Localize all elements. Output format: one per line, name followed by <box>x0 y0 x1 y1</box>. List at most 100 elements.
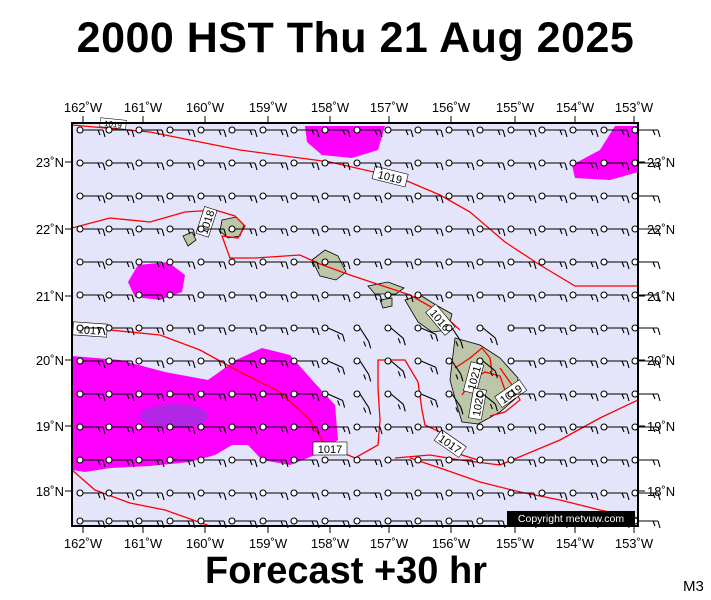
wind-barb <box>353 192 383 204</box>
wind-barb <box>76 192 106 204</box>
wind-barb <box>76 258 106 270</box>
wind-barb <box>476 390 498 412</box>
wind-barb <box>353 225 383 237</box>
wind-barb <box>353 126 383 138</box>
lon-label: 159˚W <box>249 100 288 115</box>
wind-barb <box>476 192 506 204</box>
wind-barb <box>353 489 383 501</box>
wind-barb <box>476 291 506 303</box>
wind-barb <box>105 390 135 402</box>
wind-barb <box>538 390 568 402</box>
wind-barb <box>105 324 135 336</box>
lat-label: 22˚N <box>647 222 675 237</box>
wind-barb <box>445 192 475 204</box>
wind-barb <box>197 225 227 237</box>
wind-barb <box>538 357 568 369</box>
wind-barb <box>538 258 568 270</box>
precip-area <box>572 126 638 180</box>
wind-barb <box>321 192 351 204</box>
wind-barb <box>166 192 196 204</box>
wind-barb <box>76 357 106 369</box>
wind-barb <box>197 159 227 171</box>
wind-barb <box>507 159 537 171</box>
copyright-box: Copyright metvuw.com <box>507 511 635 525</box>
wind-barb <box>321 258 351 270</box>
wind-barb <box>569 390 599 402</box>
wind-barb <box>631 126 661 138</box>
wind-barb <box>197 423 227 435</box>
wind-barb <box>569 159 599 171</box>
wind-barb <box>476 357 498 379</box>
wind-barb <box>321 390 346 408</box>
precip-area <box>72 348 338 472</box>
wind-barb <box>259 291 289 303</box>
wind-barb <box>600 126 630 138</box>
wind-barb <box>600 390 630 402</box>
wind-barb <box>507 489 537 501</box>
wind-barb <box>135 390 165 402</box>
wind-barb <box>105 291 135 303</box>
lon-label: 156˚W <box>432 100 471 115</box>
wind-barb <box>384 390 406 412</box>
wind-barb <box>290 423 320 435</box>
wind-barb <box>538 225 568 237</box>
wind-barb <box>197 126 227 138</box>
wind-barb <box>197 390 227 402</box>
wind-barb <box>321 324 346 342</box>
wind-barb <box>321 489 351 501</box>
wind-barb <box>166 357 196 369</box>
wind-barb <box>476 159 506 171</box>
lon-label: 154˚W <box>556 536 595 551</box>
isobar-line <box>71 469 211 527</box>
wind-barb <box>569 489 599 501</box>
wind-barb <box>414 357 439 375</box>
wind-barb <box>631 390 661 402</box>
wind-barb <box>166 489 196 501</box>
wind-barb <box>259 126 289 138</box>
wind-barb <box>631 192 661 204</box>
wind-barb <box>228 324 258 336</box>
precip-area <box>128 262 185 300</box>
wind-barb <box>384 489 414 501</box>
wind-barb <box>166 423 196 435</box>
wind-barb <box>569 225 599 237</box>
wind-barb <box>321 159 351 171</box>
wind-barb <box>228 390 258 402</box>
wind-barb <box>197 489 227 501</box>
wind-barb <box>600 357 630 369</box>
lat-label: 20˚N <box>647 353 675 368</box>
wind-barb <box>290 456 320 468</box>
wind-barb <box>414 456 444 468</box>
wind-barb <box>290 489 320 501</box>
wind-barb <box>600 324 630 336</box>
wind-barb <box>414 489 444 501</box>
wind-barb <box>259 258 289 270</box>
wind-barb <box>166 324 196 336</box>
oahu-island <box>311 249 347 281</box>
wind-barb <box>105 159 135 171</box>
isobar-line <box>71 209 461 331</box>
wind-barb <box>353 357 372 382</box>
wind-barb <box>445 126 475 138</box>
map-frame <box>71 122 639 527</box>
lat-label: 23˚N <box>36 155 64 170</box>
wind-barb <box>476 517 506 529</box>
wind-barb <box>197 258 227 270</box>
lat-label: 23˚N <box>647 155 675 170</box>
wind-barb <box>228 192 258 204</box>
lon-label: 162˚W <box>64 100 103 115</box>
lat-label: 22˚N <box>36 222 64 237</box>
wind-barb <box>197 192 227 204</box>
wind-barb <box>507 291 537 303</box>
wind-barb <box>166 225 196 237</box>
isobar-line <box>71 124 638 287</box>
wind-barb <box>353 423 383 435</box>
forecast-label: Forecast +30 hr <box>205 550 487 592</box>
wind-barb <box>353 390 372 415</box>
lat-label: 21˚N <box>36 289 64 304</box>
wind-barb <box>197 357 227 369</box>
wind-barb <box>414 258 444 270</box>
wind-barb <box>166 390 196 402</box>
copyright-text: Copyright metvuw.com <box>518 513 624 525</box>
lat-label: 19˚N <box>647 419 675 434</box>
